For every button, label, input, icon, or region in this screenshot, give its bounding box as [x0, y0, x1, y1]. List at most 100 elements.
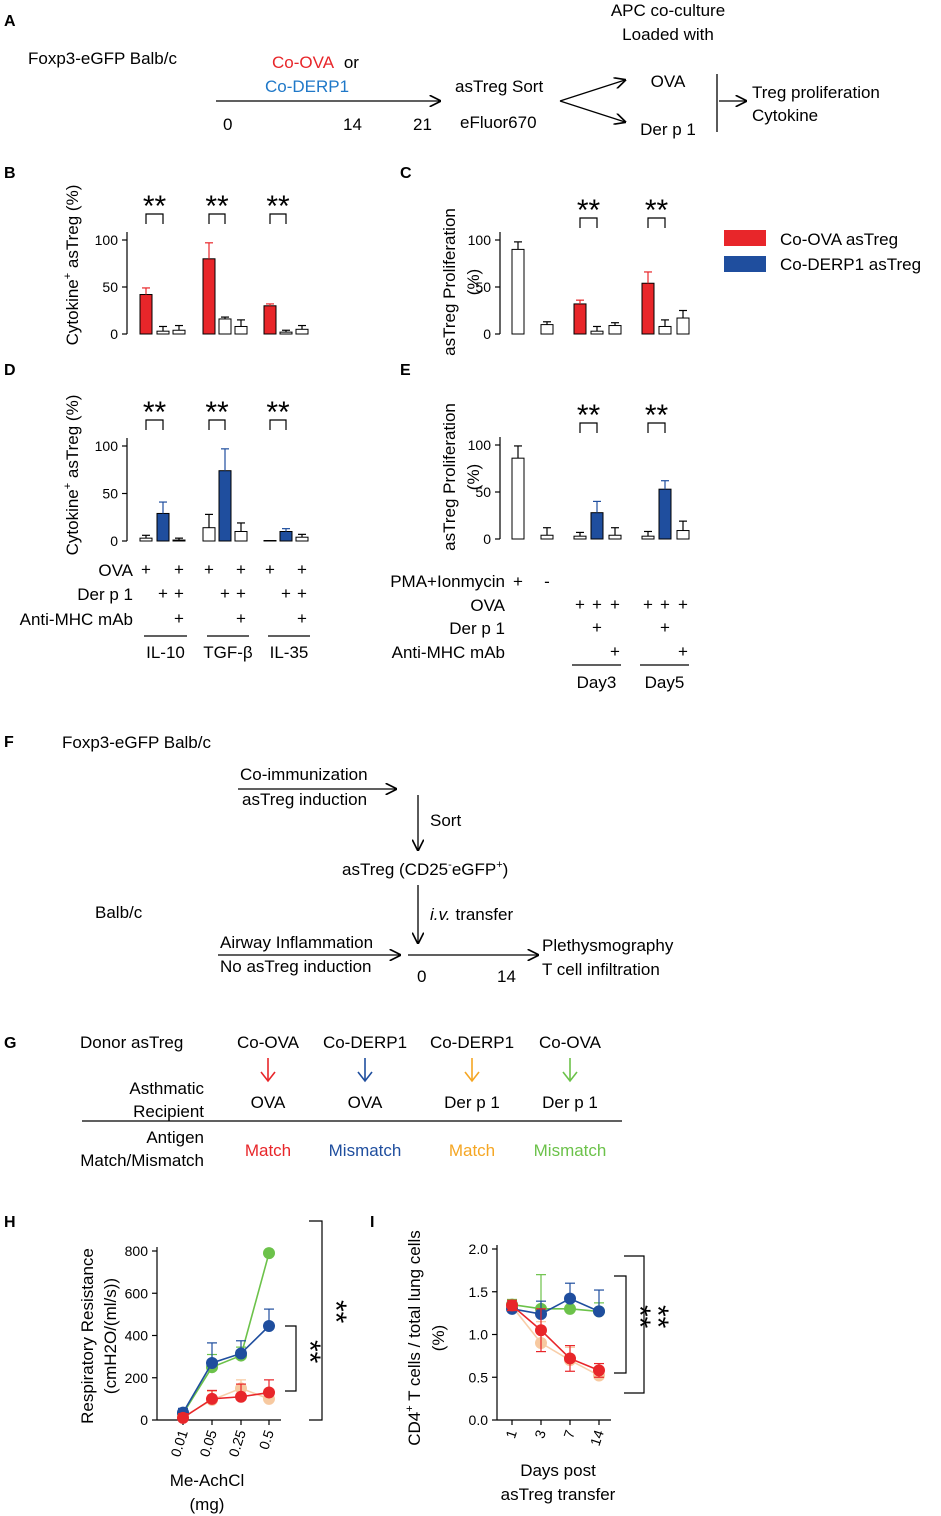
y-tick-label: 1.0	[469, 1327, 489, 1343]
condition-label: Anti-MHC mAb	[392, 643, 505, 662]
bar	[573, 535, 587, 540]
svg-text:Recipient: Recipient	[133, 1102, 204, 1121]
bar	[172, 539, 186, 542]
bar	[139, 537, 153, 542]
bar	[202, 258, 216, 335]
bar	[263, 305, 277, 335]
y-axis-label: Cytokine+ asTreg (%)	[62, 185, 82, 346]
bar	[511, 457, 525, 540]
significance-mark: **	[266, 190, 290, 223]
panel-letter: A	[4, 13, 16, 30]
y-axis-label: CD4+ T cells / total lung cells	[404, 1230, 424, 1446]
condition-sign: +	[610, 642, 620, 661]
significance-mark: **	[319, 1300, 352, 1324]
bar	[658, 325, 672, 335]
data-point	[593, 1364, 605, 1377]
bar-chart-c: C 0 50 100 asTreg Proliferation (%) ** **	[400, 165, 690, 356]
y-tick-label: 50	[475, 484, 491, 500]
condition-sign: +	[174, 560, 184, 579]
match-label: Match	[245, 1141, 291, 1160]
bar	[156, 330, 170, 335]
condition-sign: +	[236, 584, 246, 603]
condition-sign: +	[643, 595, 653, 614]
y-tick-label: 100	[468, 232, 492, 248]
bar	[590, 512, 604, 540]
y-tick-label: 0	[110, 326, 118, 342]
group-label: Day5	[645, 673, 685, 692]
bar	[641, 535, 655, 540]
svg-text:Co-OVA or: Co-OVA or	[272, 53, 359, 72]
series-line	[511, 1303, 600, 1313]
condition-sign: +	[592, 595, 602, 614]
significance-bracket	[285, 1325, 297, 1392]
condition-sign: +	[174, 609, 184, 628]
condition-sign: +	[141, 560, 151, 579]
significance-mark: **	[205, 190, 229, 223]
arrowhead-icon	[562, 1071, 578, 1083]
significance-mark: **	[143, 190, 167, 223]
x-tick-label: 0.01	[167, 1428, 191, 1459]
recipient-label: OVA	[348, 1093, 383, 1112]
svg-text:Loaded with: Loaded with	[622, 25, 714, 44]
series-line	[511, 1304, 600, 1372]
arrowhead-icon	[464, 1071, 480, 1083]
legend-label-co-ova: Co-OVA asTreg	[780, 230, 898, 249]
bar	[608, 325, 622, 335]
co-ova-label: Co-OVA	[272, 53, 335, 72]
svg-text:0: 0	[417, 967, 426, 986]
recipient-label: Der p 1	[444, 1093, 500, 1112]
significance-bracket	[579, 422, 598, 433]
condition-label: PMA+Ionmycin	[390, 572, 505, 591]
y-tick-label: 0	[483, 326, 491, 342]
significance-mark: **	[623, 1305, 656, 1329]
condition-sign: +	[297, 584, 307, 603]
panel-f: F Foxp3-eGFP Balb/c Co-immunization asTr…	[4, 733, 674, 986]
y-tick-label: 100	[95, 438, 119, 454]
data-point	[564, 1352, 576, 1365]
x-tick-label: 0.5	[256, 1428, 277, 1452]
group-label: IL-10	[146, 643, 185, 662]
bar	[608, 534, 622, 540]
data-point	[206, 1356, 218, 1369]
condition-sign: +	[575, 595, 585, 614]
significance-bracket	[614, 1275, 627, 1374]
data-point	[206, 1392, 218, 1405]
significance-bracket	[309, 1220, 323, 1421]
group-label: IL-35	[270, 643, 309, 662]
match-label: Mismatch	[534, 1141, 607, 1160]
condition-sign: +	[236, 560, 246, 579]
svg-text:Der p 1: Der p 1	[640, 120, 696, 139]
data-point	[235, 1347, 247, 1360]
panel-a: A Foxp3-eGFP Balb/c Co-OVA or Co-DERP1 0…	[4, 1, 880, 139]
panel-letter: H	[4, 1214, 16, 1231]
significance-bracket	[145, 213, 164, 224]
svg-text:21: 21	[413, 115, 432, 134]
condition-sign: +	[236, 609, 246, 628]
bar	[295, 536, 309, 542]
condition-label: Der p 1	[449, 619, 505, 638]
bar	[295, 328, 309, 335]
sort-label: asTreg Sort	[455, 77, 543, 96]
condition-sign: +	[610, 595, 620, 614]
svg-text:Asthmatic: Asthmatic	[129, 1079, 204, 1098]
data-point	[263, 1386, 275, 1399]
y-tick-label: 0.5	[469, 1369, 489, 1385]
panel-letter: D	[4, 362, 16, 379]
significance-mark: **	[577, 399, 601, 432]
y-axis-label-unit: (%)	[464, 269, 483, 295]
y-tick-label: 0.0	[469, 1412, 489, 1428]
significance-bracket	[269, 213, 287, 224]
bar-chart-d: D 0 50 100 Cytokine+ asTreg (%) ** ** ** OVA Der …	[4, 362, 310, 662]
y-tick-label: 50	[102, 486, 118, 502]
svg-text:Cytokine: Cytokine	[752, 106, 818, 125]
match-label: Match	[449, 1141, 495, 1160]
group-label: TGF-β	[203, 643, 253, 662]
condition-sign: +	[660, 618, 670, 637]
svg-text:Donor asTreg: Donor asTreg	[80, 1033, 183, 1052]
significance-mark: **	[205, 396, 229, 429]
donor-label: Co-DERP1	[323, 1033, 407, 1052]
significance-bracket	[208, 419, 226, 430]
legend: Co-OVA asTreg Co-DERP1 asTreg	[724, 230, 921, 274]
x-tick-label: 1	[502, 1428, 520, 1441]
significance-bracket	[647, 422, 666, 433]
